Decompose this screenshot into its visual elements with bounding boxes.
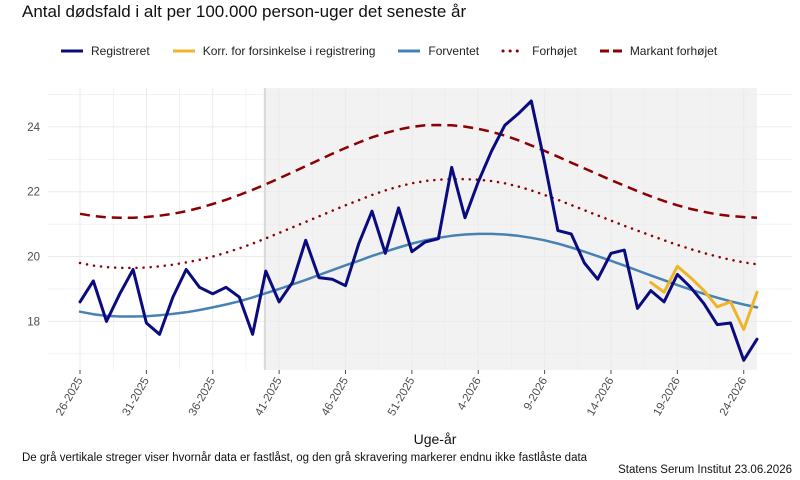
- legend-item-expected: Forventet: [397, 44, 479, 58]
- x-tick-label: 46-2025: [320, 376, 352, 419]
- series-line-registered: [78, 99, 759, 362]
- x-tick-label: 24-2026: [718, 376, 750, 419]
- x-tick-label: 31-2025: [120, 376, 152, 419]
- series-line-elevated: [78, 177, 759, 270]
- unfrozen-shading: [264, 88, 757, 370]
- series-line-expected: [78, 232, 759, 318]
- chart-title: Antal dødsfald i alt per 100.000 person-…: [22, 2, 467, 21]
- legend-swatch-registered: [61, 49, 83, 53]
- y-tick-label: 20: [27, 252, 40, 264]
- legend-item-registered: Registreret: [60, 44, 150, 58]
- x-tick-label: 19-2026: [651, 376, 683, 419]
- legend-label-corrected: Korr. for forsinkelse i registrering: [202, 44, 376, 58]
- y-tick-label: 22: [27, 187, 40, 199]
- legend-swatch-corrected: [172, 49, 195, 53]
- legend-swatch-expected: [398, 49, 421, 53]
- x-tick-label: 4-2026: [456, 376, 484, 413]
- legend-label-markedly-elevated: Markant forhøjet: [629, 44, 718, 58]
- x-tick-label: 14-2026: [585, 376, 617, 419]
- x-tick-label: 26-2025: [54, 376, 86, 419]
- legend-label-elevated: Forhøjet: [532, 44, 577, 58]
- chart-source: Statens Serum Institut 23.06.2026: [618, 464, 792, 476]
- x-axis-title: Uge-år: [414, 431, 457, 447]
- legend-item-markedly-elevated: Markant forhøjet: [599, 44, 717, 58]
- x-tick-label: 9-2026: [522, 376, 550, 413]
- chart-legend: Registreret Korr. for forsinkelse i regi…: [60, 42, 739, 60]
- legend-swatch-markedly-elevated: [599, 49, 622, 53]
- legend-label-registered: Registreret: [91, 44, 150, 58]
- legend-label-expected: Forventet: [428, 44, 480, 58]
- y-tick-label: 18: [27, 316, 40, 328]
- legend-item-corrected: Korr. for forsinkelse i registrering: [172, 44, 376, 58]
- x-tick-label: 41-2025: [253, 376, 285, 419]
- legend-item-elevated: Forhøjet: [501, 44, 577, 58]
- y-tick-label: 24: [27, 122, 40, 134]
- series-line-markedly-elevated: [79, 123, 758, 219]
- x-tick-label: 36-2025: [187, 376, 219, 419]
- chart-caption: De grå vertikale streger viser hvornår d…: [22, 452, 588, 464]
- x-tick-label: 51-2025: [386, 376, 418, 419]
- series-line-corrected: [649, 264, 759, 331]
